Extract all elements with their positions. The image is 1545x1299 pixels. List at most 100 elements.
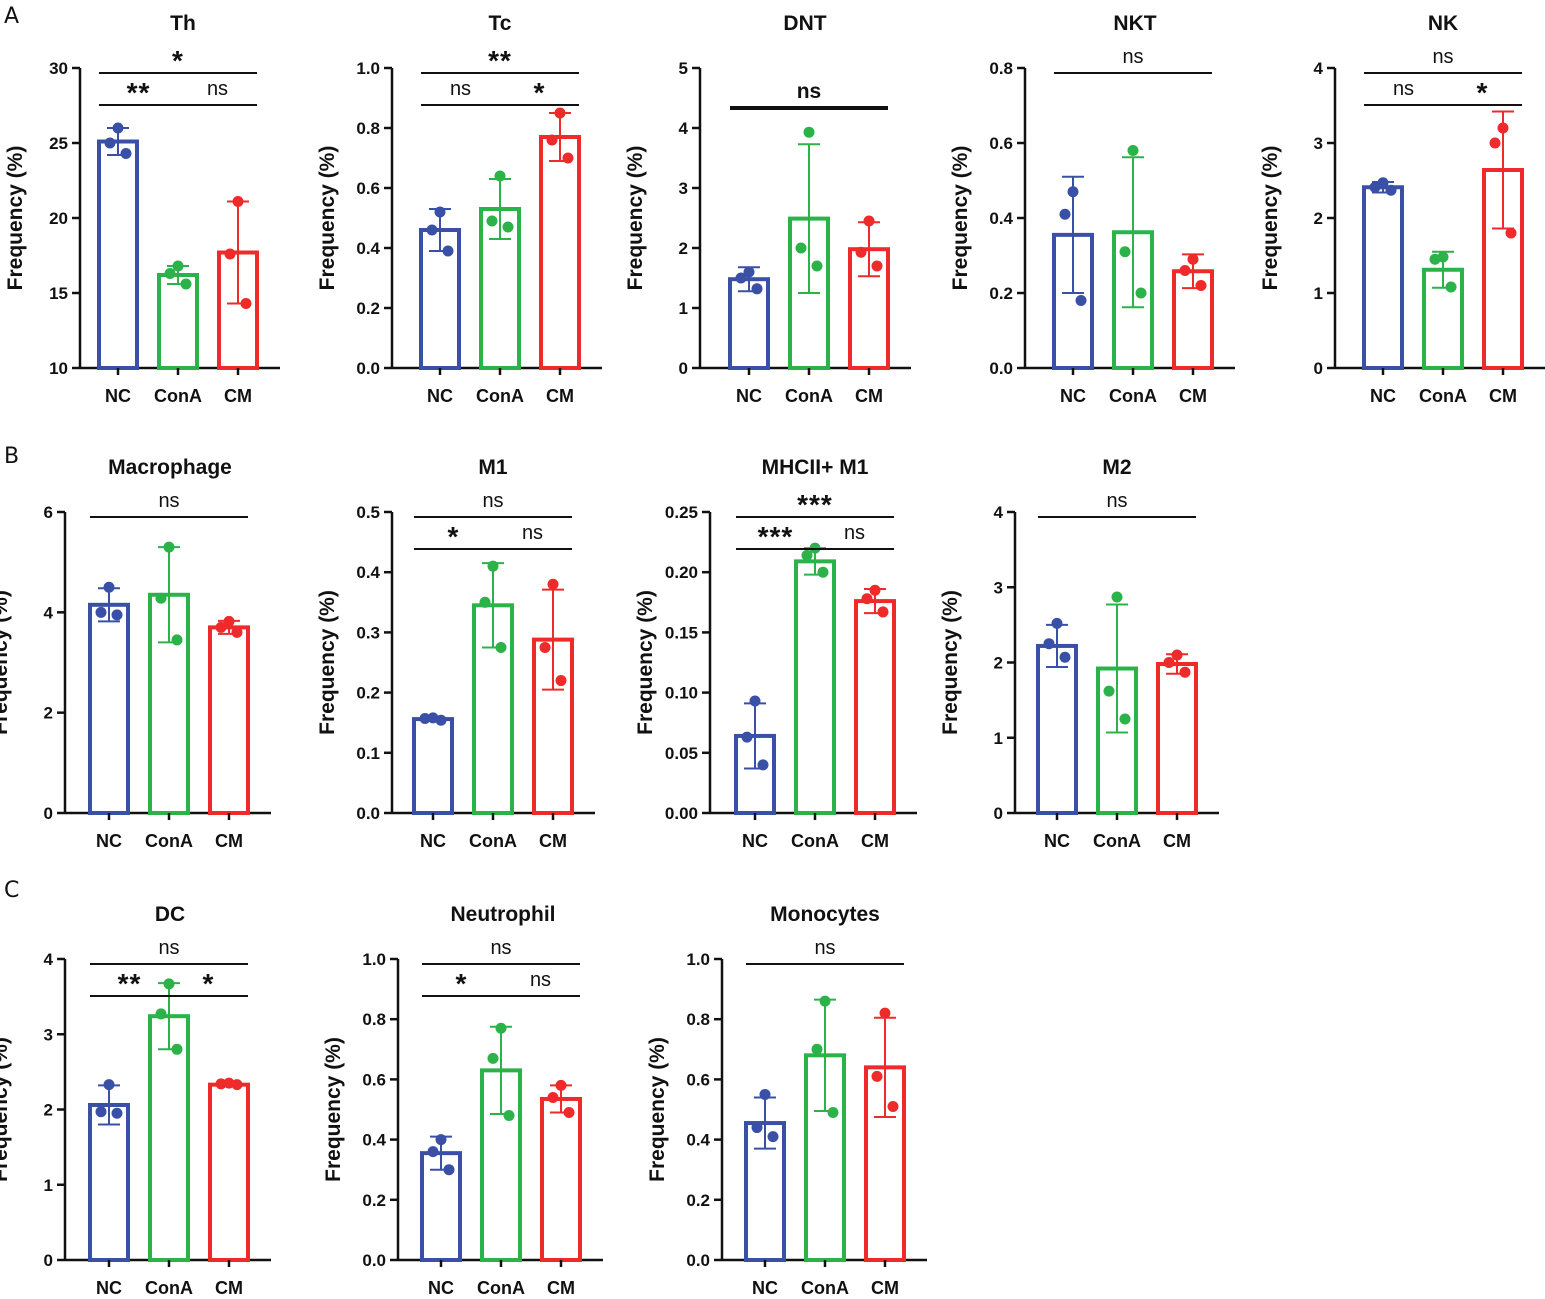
data-point <box>819 995 831 1007</box>
y-tick-label: 5 <box>679 59 688 78</box>
data-point <box>547 578 559 590</box>
significance-label: ns <box>158 937 179 959</box>
data-point <box>855 246 867 258</box>
significance-label: ** <box>488 45 512 76</box>
data-point <box>871 260 883 272</box>
bar-nc <box>1036 643 1078 815</box>
y-tick-label: 3 <box>679 179 688 198</box>
significance-label: *** <box>758 521 794 552</box>
y-axis-label: Frequency (%) <box>0 590 12 735</box>
x-category-label: CM <box>546 386 574 406</box>
chart-monocytes: Monocytes Frequency (%) 0.0 0.2 0.4 0.6 0.8 1.0… <box>646 903 927 1298</box>
x-category-label: ConA <box>785 386 833 406</box>
x-category-label: ConA <box>145 1278 193 1294</box>
data-point <box>1103 685 1115 697</box>
y-tick-label: 0.00 <box>665 804 698 823</box>
data-point <box>435 714 447 726</box>
data-point <box>767 1131 779 1143</box>
data-point <box>879 1007 891 1019</box>
data-point <box>1429 253 1441 265</box>
y-tick-label: 25 <box>49 134 68 153</box>
y-tick-label: 0.2 <box>356 684 380 703</box>
data-point <box>163 541 175 553</box>
y-tick-label: 1.0 <box>686 950 710 969</box>
data-point <box>563 1107 575 1119</box>
chart-title: Tc <box>489 12 512 35</box>
data-point <box>751 1122 763 1134</box>
data-point <box>215 621 227 633</box>
chart-title: Th <box>170 12 196 35</box>
data-point <box>1445 281 1457 293</box>
data-point <box>111 609 123 621</box>
bar-nc <box>97 139 139 370</box>
y-tick-label: 2 <box>1314 209 1323 228</box>
panel-letter-b: B <box>4 444 20 469</box>
data-point <box>231 1079 243 1091</box>
data-point <box>1497 122 1509 134</box>
y-axis-label: Frequency (%) <box>646 1037 669 1182</box>
y-tick-label: 4 <box>1314 59 1324 78</box>
data-point <box>1163 657 1175 668</box>
y-tick-label: 1.0 <box>362 950 386 969</box>
data-point <box>735 272 747 284</box>
x-category-label: CM <box>215 831 243 851</box>
y-tick-label: 3 <box>1314 134 1323 153</box>
significance-label: ns <box>490 937 511 959</box>
data-point <box>741 731 753 743</box>
chart-title: NK <box>1428 12 1458 35</box>
y-tick-label: 0.0 <box>686 1251 710 1270</box>
bar-nc <box>728 277 770 371</box>
y-tick-label: 0.6 <box>362 1070 386 1089</box>
significance-label: ns <box>1106 490 1127 512</box>
x-category-label: NC <box>420 831 446 851</box>
chart-dc: DC Frequency (%) 0 1 2 3 4 NC ConA CM ** ns * <box>0 903 271 1298</box>
data-point <box>1179 666 1191 678</box>
y-tick-label: 0.5 <box>356 503 380 522</box>
data-point <box>1051 617 1063 629</box>
panel-letter-a: A <box>4 4 20 29</box>
chart-m2: M2 Frequency (%) 0 1 2 3 4 NC ConA CM ns <box>939 456 1219 851</box>
significance-label: ns <box>158 490 179 512</box>
data-point <box>887 1100 899 1112</box>
significance-label: * <box>456 968 468 999</box>
x-category-label: NC <box>427 386 453 406</box>
data-point <box>1377 177 1389 189</box>
data-point <box>111 1107 123 1119</box>
y-tick-label: 0.2 <box>362 1191 386 1210</box>
y-tick-label: 0.1 <box>356 744 380 763</box>
chart-title: NKT <box>1113 12 1156 35</box>
bar-cona <box>157 273 199 370</box>
y-tick-label: 0.0 <box>989 359 1013 378</box>
chart-title: M1 <box>478 456 507 479</box>
y-axis-label: Frequency (%) <box>316 146 339 291</box>
y-tick-label: 4 <box>679 119 689 138</box>
y-tick-label: 0.4 <box>356 563 380 582</box>
y-axis-label: Frequency (%) <box>4 146 27 291</box>
x-category-label: NC <box>105 386 131 406</box>
y-tick-label: 0.8 <box>356 119 380 138</box>
data-point <box>232 196 244 207</box>
x-category-label: NC <box>736 386 762 406</box>
y-tick-label: 0 <box>44 1251 53 1270</box>
chart-nkt: NKT Frequency (%) 0.0 0.2 0.4 0.6 0.8 NC ConA CM n… <box>949 12 1235 406</box>
data-point <box>562 152 574 164</box>
data-point <box>487 560 499 572</box>
chart-tc: Tc Frequency (%) 0.0 0.2 0.4 0.6 0.8 1.0 NC ConA C… <box>316 12 602 406</box>
chart-title: Monocytes <box>770 903 880 926</box>
data-point <box>1369 181 1381 193</box>
significance-label: * <box>448 521 460 552</box>
significance-label: * <box>1477 77 1489 108</box>
x-category-label: ConA <box>145 831 193 851</box>
data-point <box>486 215 498 227</box>
data-point <box>1489 137 1501 149</box>
data-point <box>811 260 823 272</box>
bar-nc <box>88 602 130 816</box>
y-tick-label: 1 <box>994 729 1003 748</box>
y-tick-label: 0.20 <box>665 563 698 582</box>
x-category-label: NC <box>752 1278 778 1294</box>
data-point <box>1067 186 1079 198</box>
data-point <box>155 592 167 604</box>
data-point <box>546 134 558 146</box>
y-tick-label: 0.2 <box>989 284 1013 303</box>
